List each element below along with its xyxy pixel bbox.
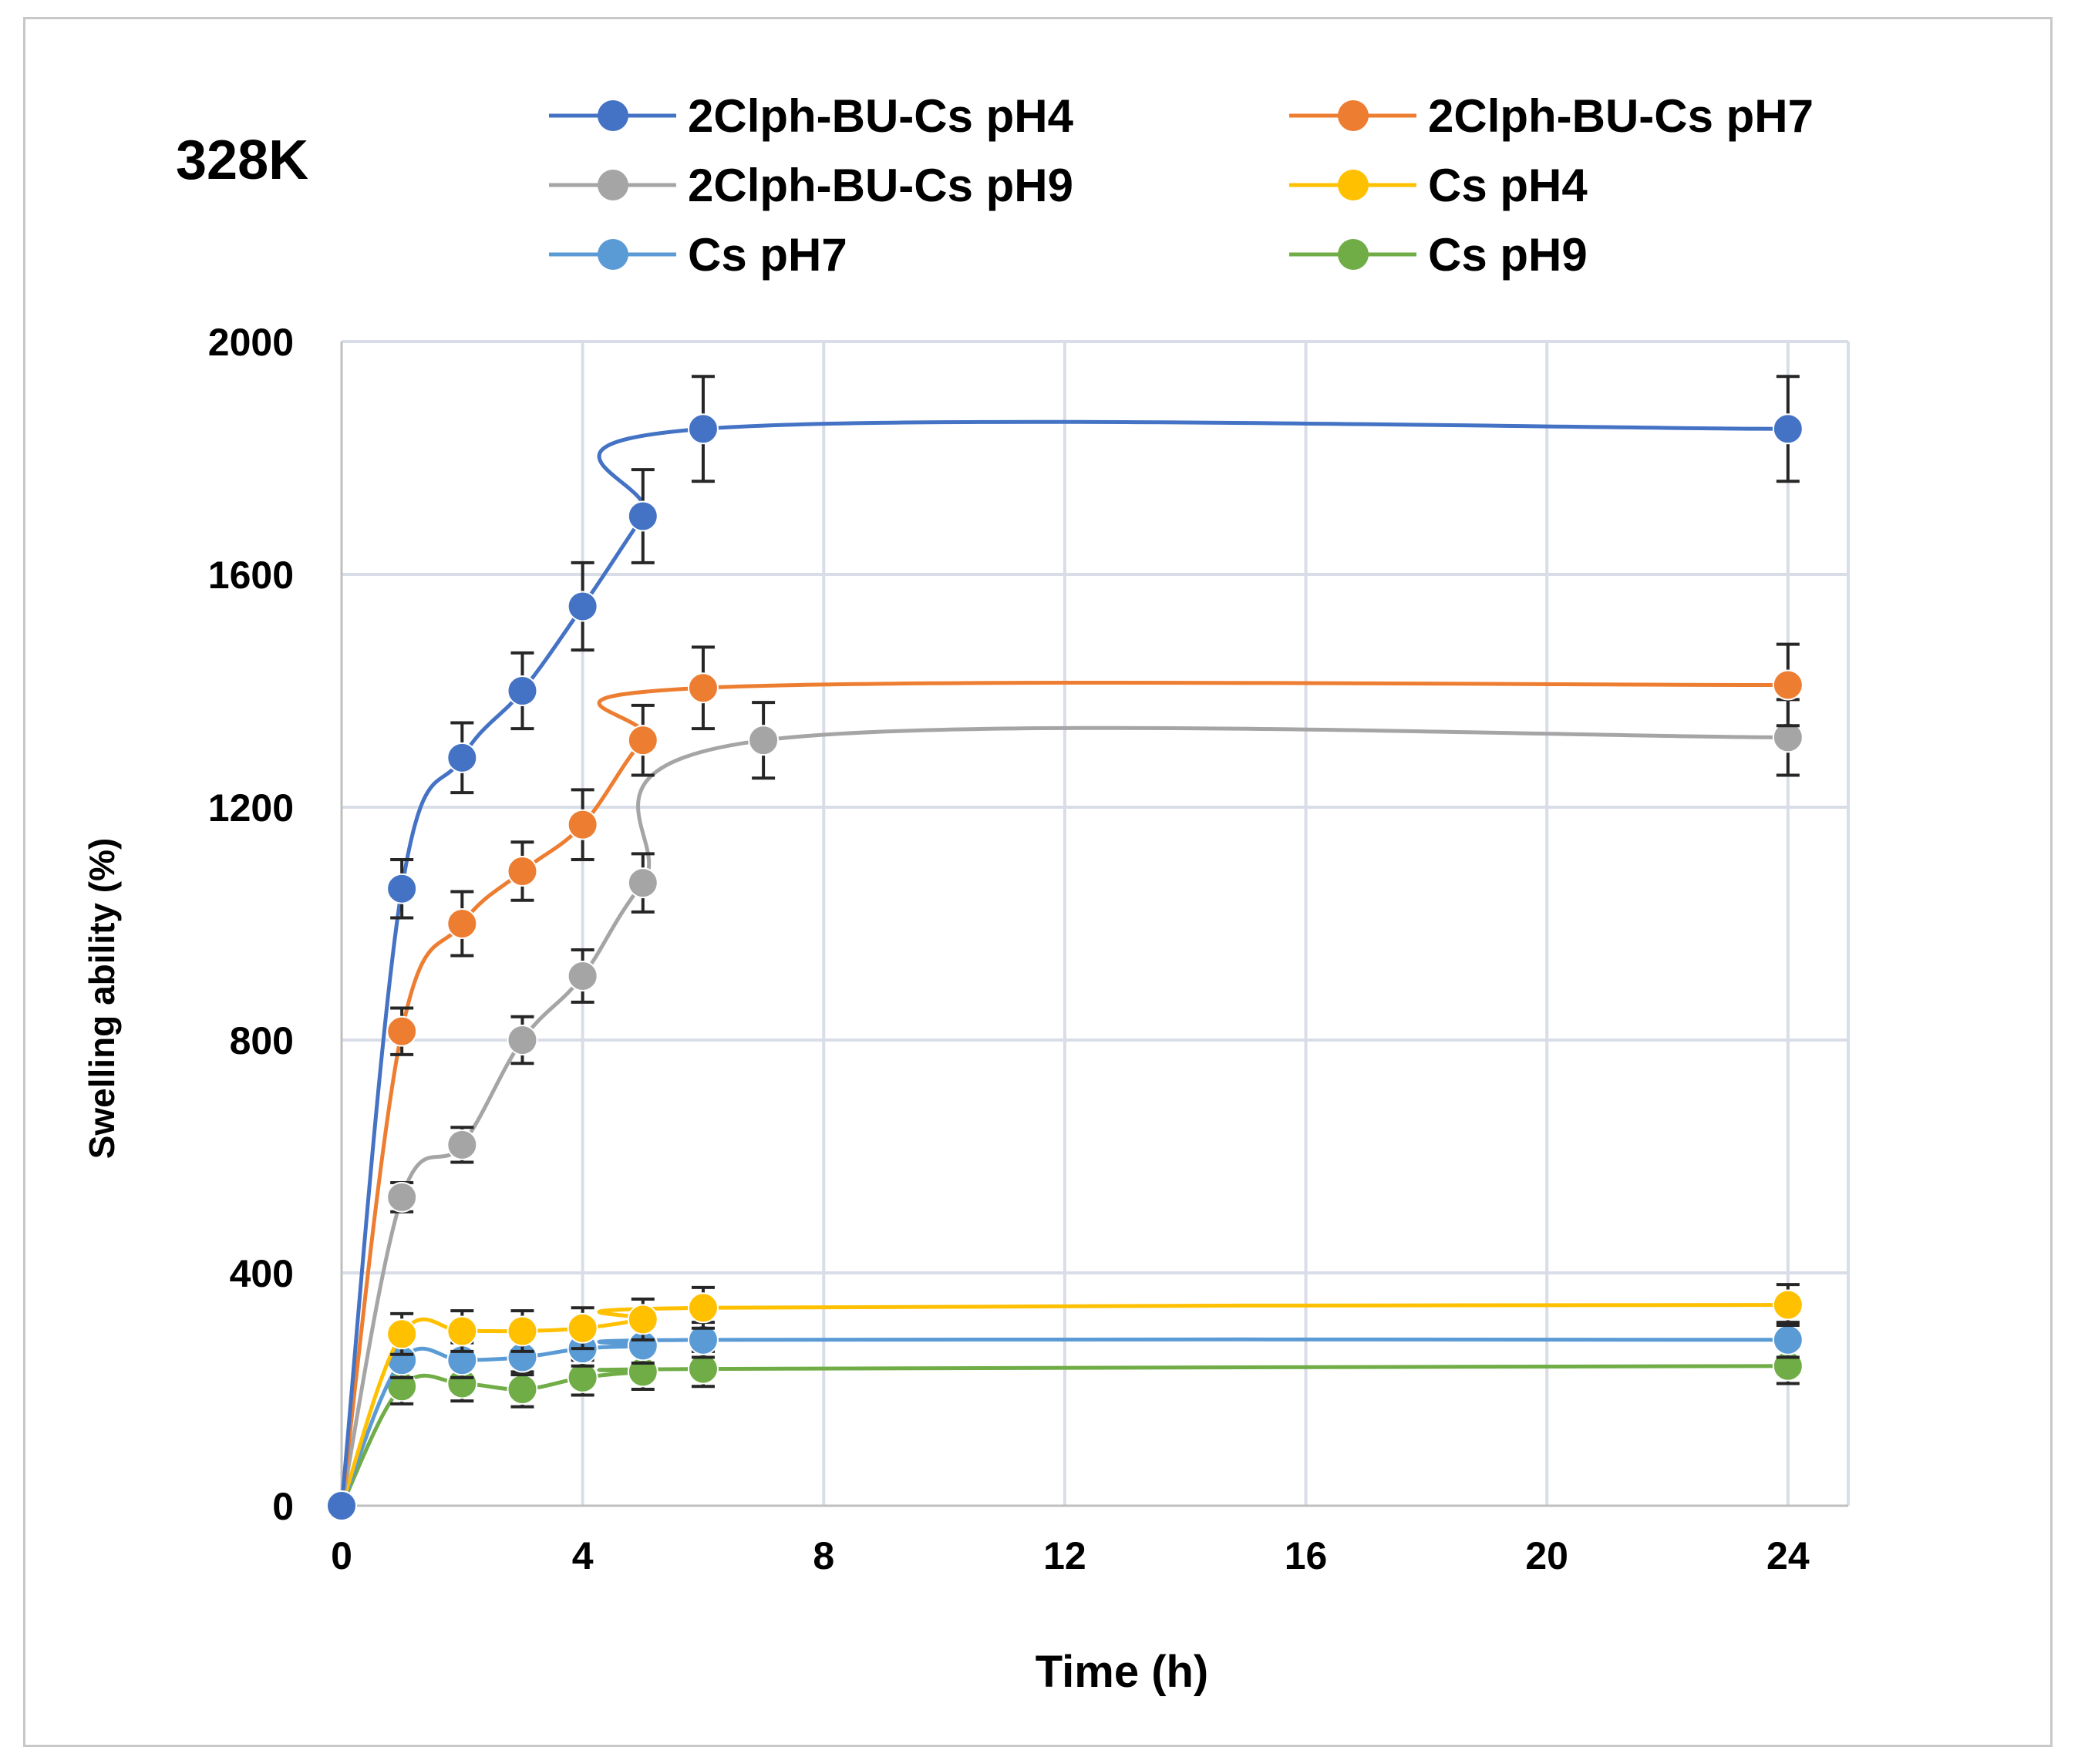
data-point — [1772, 1289, 1804, 1321]
legend-label: 2Clph-BU-Cs pH4 — [688, 90, 1074, 142]
legend-marker — [598, 170, 628, 200]
data-point — [627, 1304, 658, 1335]
y-tick-label: 2000 — [208, 321, 294, 364]
legend-marker — [598, 239, 628, 270]
data-point — [567, 1312, 598, 1344]
data-point — [687, 672, 719, 704]
y-tick-label: 0 — [272, 1485, 294, 1528]
x-tick-label: 8 — [813, 1534, 834, 1577]
legend-label: Cs pH9 — [1428, 229, 1588, 281]
data-point — [567, 960, 598, 991]
legend-label: Cs pH4 — [1428, 160, 1588, 211]
data-point — [386, 1181, 418, 1213]
legend-label: 2Clph-BU-Cs pH7 — [1428, 90, 1814, 142]
series-2 — [326, 698, 1804, 1521]
legend-marker — [1338, 100, 1369, 131]
data-point — [507, 856, 538, 887]
data-point — [507, 1025, 538, 1055]
data-point — [687, 1292, 719, 1324]
legend-item: Cs pH7 — [549, 229, 847, 281]
data-point — [1772, 413, 1804, 445]
y-tick-label: 400 — [230, 1252, 294, 1295]
data-point — [446, 742, 478, 773]
series-0 — [326, 375, 1804, 1521]
tick-labels: 0 400 800 1200 1600 2000 0 4 8 12 16 20 24 — [208, 321, 1810, 1577]
y-axis-label: Swelling ability (%) — [82, 838, 122, 1160]
chart-frame — [23, 17, 2053, 1747]
x-axis-label: Time (h) — [1036, 1647, 1209, 1697]
data-point — [748, 725, 780, 756]
data-point — [627, 500, 658, 532]
data-point — [386, 873, 418, 904]
x-tick-label: 12 — [1043, 1534, 1086, 1577]
data-point — [446, 1129, 478, 1160]
axes — [340, 342, 1848, 1507]
grid — [342, 340, 1850, 1506]
data-point — [446, 1315, 478, 1347]
legend-marker — [1338, 170, 1369, 200]
data-point — [1772, 669, 1804, 701]
data-point — [627, 867, 658, 899]
x-tick-label: 0 — [331, 1534, 352, 1577]
x-tick-label: 24 — [1766, 1534, 1810, 1577]
legend-item: Cs pH9 — [1289, 229, 1588, 281]
legend-marker — [1338, 239, 1369, 270]
y-tick-label: 800 — [230, 1019, 294, 1062]
data-point — [326, 1490, 357, 1521]
data-point — [386, 1318, 418, 1350]
series-1 — [326, 642, 1804, 1521]
x-tick-label: 4 — [572, 1534, 594, 1577]
legend-item: 2Clph-BU-Cs pH7 — [1289, 90, 1814, 142]
legend-label: Cs pH7 — [688, 229, 847, 281]
legend: 2Clph-BU-Cs pH4 2Clph-BU-Cs pH7 2Clph-BU-C… — [549, 90, 1814, 281]
data-point — [567, 591, 598, 622]
data-point — [446, 908, 478, 939]
data-point — [507, 1374, 538, 1405]
data-point — [567, 809, 598, 840]
legend-item: 2Clph-BU-Cs pH9 — [549, 160, 1073, 211]
data-point — [627, 725, 658, 756]
chart-title: 328K — [176, 130, 308, 191]
legend-item: Cs pH4 — [1289, 160, 1588, 211]
data-point — [507, 675, 538, 706]
data-point — [507, 1315, 538, 1347]
y-tick-label: 1600 — [208, 554, 294, 597]
data-point — [1772, 1324, 1804, 1355]
legend-item: 2Clph-BU-Cs pH4 — [549, 90, 1074, 142]
data-point — [687, 413, 719, 445]
series — [326, 375, 1804, 1521]
x-tick-label: 16 — [1285, 1534, 1328, 1577]
legend-marker — [598, 100, 628, 131]
legend-label: 2Clph-BU-Cs pH9 — [688, 160, 1073, 211]
x-tick-label: 20 — [1525, 1534, 1568, 1577]
series-4 — [326, 1321, 1804, 1521]
data-point — [386, 1015, 418, 1047]
y-tick-label: 1200 — [208, 786, 294, 830]
